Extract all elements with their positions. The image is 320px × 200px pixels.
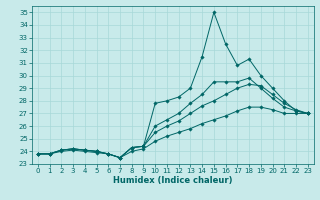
X-axis label: Humidex (Indice chaleur): Humidex (Indice chaleur)	[113, 176, 233, 185]
